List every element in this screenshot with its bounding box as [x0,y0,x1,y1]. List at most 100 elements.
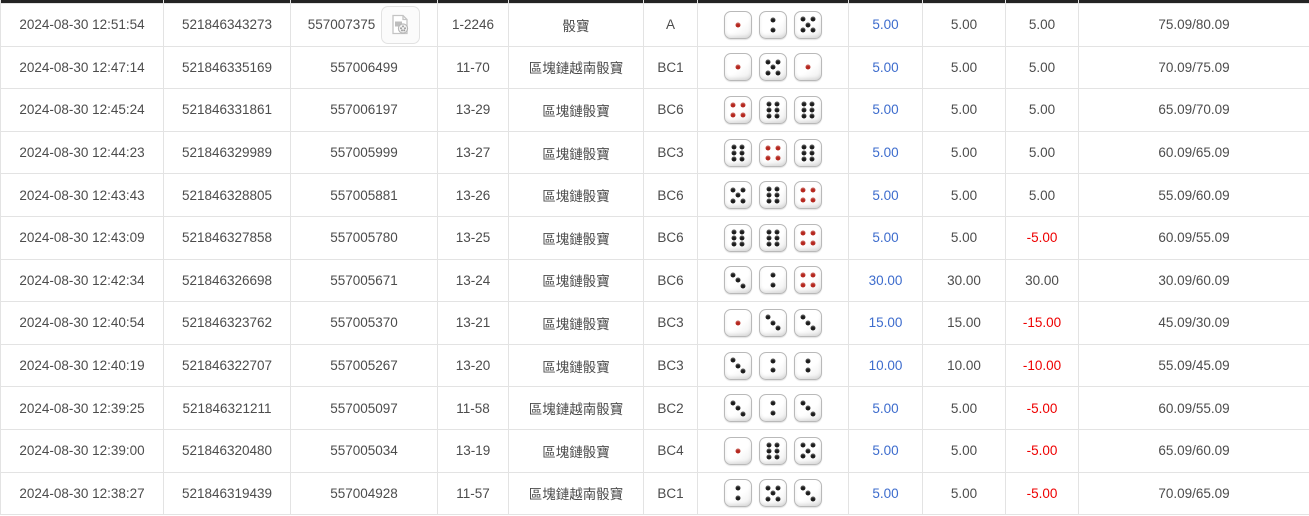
cell-bet-time: 2024-08-30 12:38:27 [0,471,164,516]
cell-bet-amount: 5.00 [848,173,923,217]
cell-serial-number: 557005370 [290,301,438,345]
cell-game-name: 區塊鏈骰寶 [508,428,644,473]
cell-round-number: 13-26 [437,173,509,217]
cell-round-number: 11-58 [437,386,509,430]
cell-round-number: 11-57 [437,471,509,516]
cell-round-number: 13-24 [437,258,509,303]
bet-amount-link[interactable]: 5.00 [872,59,899,75]
bet-amount-link[interactable]: 10.00 [868,358,903,374]
cell-balance: 30.09/60.09 [1078,258,1309,303]
cell-balance: 70.09/65.09 [1078,471,1309,516]
cell-dice-result [697,301,849,345]
cell-dice-result [697,343,849,388]
cell-win-loss: 5.00 [1005,45,1079,90]
cell-valid-amount: 5.00 [922,215,1006,260]
dice-result-group [699,223,848,252]
cell-bet-time: 2024-08-30 12:43:09 [0,215,164,260]
cell-bet-id: 521846323762 [163,301,291,345]
bet-amount-link[interactable]: 5.00 [872,230,899,246]
video-replay-button[interactable] [381,5,421,44]
die-face-5-icon [724,181,752,210]
cell-balance: 55.09/45.09 [1078,343,1309,388]
bet-amount-link[interactable]: 5.00 [872,485,899,501]
cell-bet-amount: 5.00 [848,471,923,516]
cell-win-loss: 30.00 [1005,258,1079,303]
cell-win-loss: 5.00 [1005,173,1079,217]
bet-amount-link[interactable]: 5.00 [872,400,899,416]
cell-dice-result [697,173,849,217]
die-face-4-icon [724,95,752,124]
dice-result-group [699,53,848,82]
cell-balance: 75.09/80.09 [1078,3,1309,47]
cell-bet-type: BC6 [643,215,698,260]
cell-win-loss: -5.00 [1005,215,1079,260]
cell-bet-type: BC2 [643,386,698,430]
cell-balance: 60.09/55.09 [1078,386,1309,430]
die-face-3-icon [724,266,752,295]
bet-amount-link[interactable]: 5.00 [872,102,899,118]
table-row: 2024-08-30 12:40:19 521846322707 5570052… [0,343,1309,388]
cell-game-name: 區塊鏈骰寶 [508,130,644,175]
cell-bet-id: 521846320480 [163,428,291,473]
bet-amount-link[interactable]: 5.00 [872,187,899,203]
cell-bet-type: BC6 [643,88,698,132]
cell-bet-id: 521846329989 [163,130,291,175]
cell-game-name: 區塊鏈骰寶 [508,258,644,303]
cell-serial-number: 557005999 [290,130,438,175]
cell-valid-amount: 5.00 [922,471,1006,516]
serial-number-text: 557005999 [330,145,398,161]
die-face-4-icon [759,138,787,167]
dice-result-group [699,266,848,295]
die-face-5-icon [759,479,787,508]
die-face-3-icon [794,394,822,423]
dice-result-group [699,10,848,39]
bet-amount-link[interactable]: 5.00 [872,17,899,33]
bet-amount-link[interactable]: 5.00 [872,145,899,161]
bet-amount-link[interactable]: 5.00 [872,443,899,459]
die-face-6-icon [724,138,752,167]
cell-dice-result [697,428,849,473]
cell-bet-time: 2024-08-30 12:40:54 [0,301,164,345]
cell-win-loss: -10.00 [1005,343,1079,388]
serial-number-text: 557005097 [330,400,398,416]
die-face-6-icon [724,223,752,252]
die-face-1-icon [724,308,752,337]
cell-valid-amount: 5.00 [922,130,1006,175]
cell-game-name: 區塊鏈越南骰寶 [508,386,644,430]
cell-dice-result [697,130,849,175]
die-face-6-icon [759,223,787,252]
cell-win-loss: -5.00 [1005,428,1079,473]
cell-bet-amount: 5.00 [848,130,923,175]
cell-bet-amount: 5.00 [848,88,923,132]
dice-result-group [699,479,848,508]
die-face-6-icon [794,138,822,167]
table-row: 2024-08-30 12:44:23 521846329989 5570059… [0,130,1309,175]
cell-bet-type: BC3 [643,343,698,388]
cell-bet-id: 521846331861 [163,88,291,132]
cell-game-name: 區塊鏈骰寶 [508,88,644,132]
die-face-4-icon [794,266,822,295]
cell-bet-id: 521846328805 [163,173,291,217]
bet-amount-link[interactable]: 30.00 [868,272,903,288]
die-face-3-icon [724,394,752,423]
table-row: 2024-08-30 12:47:14 521846335169 5570064… [0,45,1309,90]
cell-balance: 60.09/55.09 [1078,215,1309,260]
cell-bet-amount: 5.00 [848,3,923,47]
die-face-6-icon [794,95,822,124]
cell-game-name: 區塊鏈骰寶 [508,301,644,345]
die-face-5-icon [794,436,822,465]
bet-amount-link[interactable]: 15.00 [868,315,903,331]
cell-win-loss: -5.00 [1005,386,1079,430]
cell-balance: 45.09/30.09 [1078,301,1309,345]
cell-valid-amount: 5.00 [922,386,1006,430]
die-face-6-icon [759,181,787,210]
cell-bet-type: BC3 [643,130,698,175]
serial-number-text: 557005267 [330,358,398,374]
die-face-2-icon [794,351,822,380]
cell-balance: 55.09/60.09 [1078,173,1309,217]
cell-valid-amount: 30.00 [922,258,1006,303]
cell-balance: 65.09/70.09 [1078,88,1309,132]
serial-number-text: 557005671 [330,272,398,288]
serial-number-text: 557004928 [330,485,398,501]
cell-bet-id: 521846326698 [163,258,291,303]
